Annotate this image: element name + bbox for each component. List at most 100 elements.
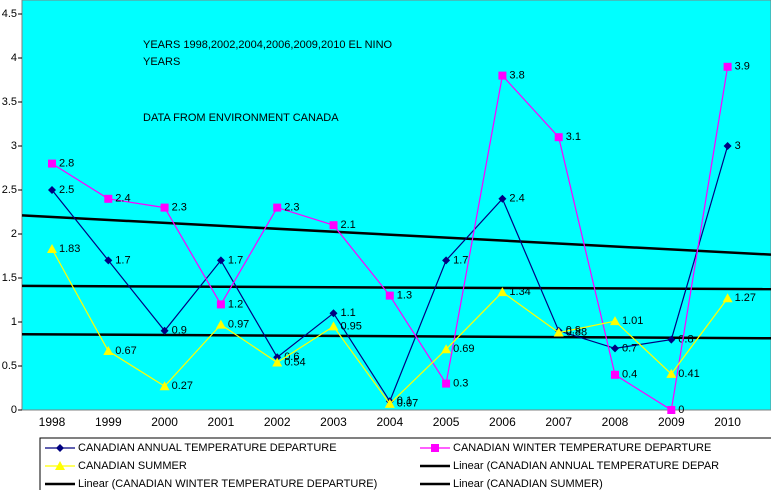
data-label: 2.4 [509, 193, 524, 205]
point [329, 309, 338, 318]
point [611, 344, 619, 353]
point [722, 293, 733, 303]
legend-label: Linear (CANADIAN SUMMER) [453, 478, 603, 490]
x-tick-label: 2001 [208, 415, 235, 429]
point [723, 62, 732, 71]
x-tick-label: 1999 [95, 415, 122, 429]
annotation: YEARS [143, 56, 180, 68]
point [272, 357, 283, 367]
legend-label: CANADIAN WINTER TEMPERATURE DEPARTURE [453, 442, 711, 454]
data-label: 3.9 [735, 61, 750, 73]
point [215, 319, 226, 329]
point [160, 203, 169, 212]
data-label: 0.9 [566, 325, 581, 337]
data-label: 2.3 [172, 202, 187, 214]
point [498, 71, 507, 80]
point [384, 398, 395, 408]
legend-marker [431, 444, 439, 452]
y-tick-label: 0.5 [2, 360, 17, 372]
point [216, 256, 225, 265]
point [48, 159, 56, 168]
point [667, 335, 676, 344]
point [47, 243, 57, 253]
x-tick-label: 2004 [376, 415, 403, 429]
y-tick-label: 1 [11, 316, 17, 328]
x-tick-label: 2008 [602, 415, 629, 429]
legend-label: CANADIAN SUMMER [78, 460, 187, 472]
legend-label: Linear (CANADIAN ANNUAL TEMPERATURE DEPA… [453, 460, 719, 472]
point [159, 381, 170, 391]
x-tick-label: 2010 [714, 415, 741, 429]
y-tick-label: 4.5 [2, 8, 17, 20]
data-label: 2.3 [284, 202, 299, 214]
data-label: 1.7 [115, 254, 130, 266]
data-label: 0.95 [341, 320, 362, 332]
data-label: 1.1 [341, 307, 356, 319]
point [442, 379, 451, 388]
trendline [21, 214, 771, 256]
point [104, 194, 113, 203]
annotation: DATA FROM ENVIRONMENT CANADA [143, 112, 339, 124]
legend [39, 437, 771, 490]
data-label: 0.41 [678, 368, 699, 380]
data-label: 0.97 [228, 319, 249, 331]
point [553, 327, 564, 337]
y-tick-label: 2 [11, 228, 17, 240]
point [385, 291, 394, 300]
legend-marker [56, 444, 64, 452]
point [273, 353, 282, 362]
data-label: 1.83 [59, 243, 80, 255]
x-tick-label: 2007 [545, 415, 572, 429]
point [498, 194, 507, 203]
x-tick-label: 2000 [151, 415, 178, 429]
data-label: 0.88 [566, 326, 587, 338]
data-label: 0.3 [453, 378, 468, 390]
data-label: 2.4 [115, 193, 130, 205]
data-label: 0.4 [622, 369, 637, 381]
point [216, 300, 225, 309]
data-label: 0.27 [172, 380, 193, 392]
data-label: 3.8 [509, 70, 524, 82]
point [497, 287, 508, 297]
data-label: 1.2 [228, 298, 243, 310]
data-label: 3 [735, 140, 741, 152]
point [441, 344, 452, 354]
data-label: 0.67 [115, 345, 136, 357]
y-tick-label: 0 [11, 404, 17, 416]
legend-label: CANADIAN ANNUAL TEMPERATURE DEPARTURE [78, 442, 337, 454]
x-tick-label: 2006 [489, 415, 516, 429]
point [666, 368, 677, 378]
y-tick-label: 3.5 [2, 96, 17, 108]
data-label: 0.1 [397, 395, 412, 407]
point [667, 406, 676, 414]
y-tick-label: 1.5 [2, 272, 17, 284]
data-label: 1.27 [735, 292, 756, 304]
data-label: 3.1 [566, 131, 581, 143]
point [104, 256, 113, 265]
x-tick-label: 2005 [433, 415, 460, 429]
x-tick-label: 2009 [658, 415, 685, 429]
data-label: 2.5 [59, 184, 74, 196]
data-label: 0.07 [397, 398, 418, 410]
point [723, 142, 732, 150]
data-label: 1.01 [622, 315, 643, 327]
point [442, 256, 451, 265]
trendline [21, 284, 771, 291]
data-label: 2.1 [341, 219, 356, 231]
data-label: 0.9 [172, 325, 187, 337]
point [103, 346, 114, 356]
point [48, 186, 56, 194]
annotation: YEARS 1998,2002,2004,2006,2009,2010 EL N… [143, 39, 393, 51]
point [329, 221, 338, 230]
y-tick-label: 4 [11, 52, 17, 64]
x-tick-label: 1998 [39, 415, 66, 429]
y-tick-label: 2.5 [2, 184, 17, 196]
data-label: 1.3 [397, 290, 412, 302]
point [611, 370, 619, 379]
data-label: 0.6 [284, 351, 299, 363]
legend-label: Linear (CANADIAN WINTER TEMPERATURE DEPA… [78, 478, 377, 490]
point [554, 133, 563, 142]
data-label: 0.7 [622, 342, 637, 354]
point [610, 316, 620, 326]
data-label: 0.69 [453, 343, 474, 355]
